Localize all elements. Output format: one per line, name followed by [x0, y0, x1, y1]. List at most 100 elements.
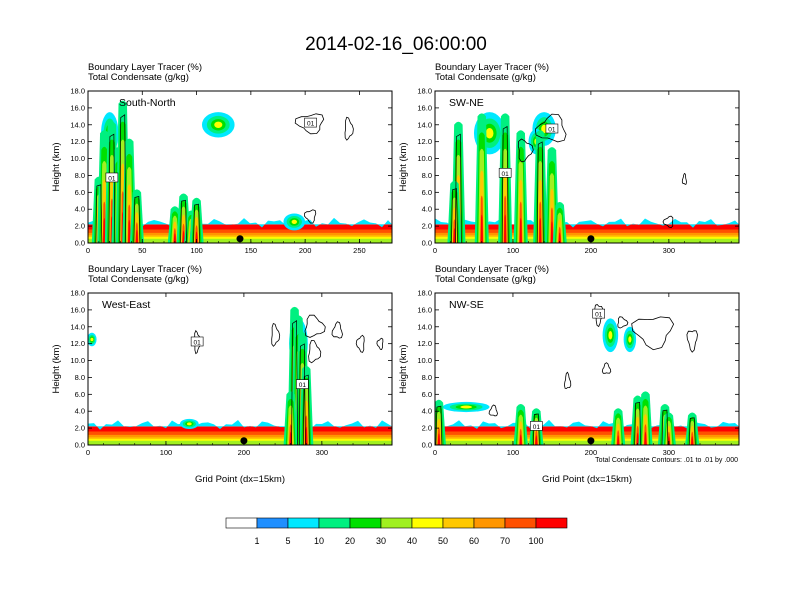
tracer-column	[550, 221, 554, 243]
y-tick-label: 6.0	[75, 188, 85, 197]
condensate-contour	[271, 322, 281, 347]
header-tracer: Boundary Layer Tracer (%)	[435, 62, 549, 73]
y-tick-label: 18.0	[70, 289, 85, 298]
colorbar-swatch	[225, 517, 258, 529]
tracer-column	[636, 432, 639, 445]
y-tick-label: 12.0	[417, 137, 432, 146]
contour-label-box	[530, 421, 543, 431]
tracer-column	[616, 435, 620, 445]
tracer-field: 01 01	[435, 304, 739, 445]
header-condensate: Total Condensate (g/kg)	[435, 274, 536, 285]
y-tick-label: 6.0	[75, 390, 85, 399]
condensate-contour	[536, 141, 544, 243]
y-tick-label: 4.0	[422, 407, 432, 416]
contour-label: 01	[595, 312, 603, 319]
x-tick-label: 100	[507, 246, 520, 255]
y-tick-label: 0.0	[422, 441, 432, 450]
y-axis-label: Height (km)	[398, 142, 409, 191]
condensate-contour	[355, 334, 365, 353]
contour-label: 01	[533, 424, 541, 431]
tracer-column	[519, 434, 522, 445]
condensate-contour	[193, 203, 200, 243]
x-tick-label: 300	[663, 448, 676, 457]
condensate-contour	[455, 133, 462, 243]
y-tick-label: 14.0	[70, 322, 85, 331]
tracer-column	[173, 233, 177, 243]
y-tick-label: 2.0	[422, 424, 432, 433]
boundary-layer-band	[435, 440, 739, 445]
panel-label: West-East	[102, 299, 150, 311]
x-tick-label: 100	[507, 448, 520, 457]
x-axis-label: Grid Point (dx=15km)	[542, 474, 632, 485]
contour-label-box	[304, 117, 317, 128]
panel-label: NW-SE	[449, 299, 484, 311]
contour-label-box	[592, 308, 605, 319]
colorbar-swatch	[411, 517, 444, 529]
y-tick-label: 8.0	[422, 373, 432, 382]
y-axis-label: Height (km)	[51, 344, 62, 393]
y-tick-label: 4.0	[422, 205, 432, 214]
x-tick-label: 200	[585, 448, 598, 457]
contour-label: 01	[194, 339, 202, 346]
tracer-column	[691, 436, 694, 445]
x-tick-label: 200	[585, 246, 598, 255]
tracer-column	[535, 435, 538, 445]
contour-label-box	[190, 336, 204, 347]
colorbar-label: 60	[469, 536, 479, 546]
panel-nw-se: 01010.02.04.06.08.010.012.014.016.018.00…	[398, 264, 740, 485]
contour-label: 01	[548, 127, 556, 134]
header-tracer: Boundary Layer Tracer (%)	[88, 264, 202, 275]
boundary-layer-top	[88, 217, 392, 228]
location-marker	[236, 235, 244, 243]
contour-label: 01	[502, 171, 510, 178]
panel-label: South-North	[119, 97, 176, 109]
condensate-contour	[302, 374, 310, 445]
tracer-blob	[291, 219, 297, 224]
condensate-contour	[517, 138, 534, 163]
plot-frame	[434, 90, 740, 244]
y-tick-label: 16.0	[70, 103, 85, 112]
colorbar-swatch	[287, 517, 320, 529]
y-tick-label: 12.0	[417, 339, 432, 348]
x-tick-label: 0	[433, 448, 437, 457]
condensate-contour	[501, 125, 509, 243]
tracer-column	[503, 214, 507, 243]
header-tracer: Boundary Layer Tracer (%)	[435, 264, 549, 275]
colorbar-swatch	[504, 517, 537, 529]
y-tick-label: 18.0	[417, 289, 432, 298]
condensate-contour	[308, 340, 322, 364]
colorbar-label: 30	[376, 536, 386, 546]
location-marker	[240, 437, 248, 445]
y-tick-label: 0.0	[75, 441, 85, 450]
y-tick-label: 0.0	[422, 239, 432, 248]
condensate-contour	[376, 337, 384, 350]
condensate-contour	[617, 316, 629, 329]
panel-sw-ne: 01 01 0.0 2.0 4.0 6.0 8.0 10.0 12.0 14.0 16.0 18.0 0…	[398, 62, 740, 255]
tracer-blob	[186, 422, 192, 426]
plot-frame	[434, 292, 740, 446]
condensate-contour	[435, 405, 443, 445]
header-condensate: Total Condensate (g/kg)	[88, 274, 189, 285]
condensate-contour	[534, 113, 567, 143]
y-tick-label: 4.0	[75, 205, 85, 214]
y-tick-label: 10.0	[417, 154, 432, 163]
y-tick-label: 2.0	[75, 222, 85, 231]
condensate-contour	[563, 371, 572, 390]
y-tick-label: 18.0	[70, 87, 85, 96]
location-marker	[587, 235, 595, 243]
y-tick-label: 12.0	[70, 137, 85, 146]
panel-west-east: 01010.02.04.06.08.010.012.014.016.018.00…	[51, 264, 393, 485]
x-tick-label: 100	[160, 448, 173, 457]
panel-label: SW-NE	[449, 97, 484, 109]
location-marker	[587, 437, 595, 445]
contour-label-box	[545, 123, 559, 134]
condensate-contour	[688, 417, 696, 445]
x-tick-label: 200	[299, 246, 312, 255]
condensate-contour	[119, 114, 127, 243]
y-tick-label: 14.0	[70, 120, 85, 129]
condensate-contour	[488, 404, 498, 417]
boundary-layer-top	[435, 218, 739, 228]
colorbar-swatch	[535, 517, 568, 529]
tracer-column	[135, 229, 139, 243]
tracer-column	[539, 218, 542, 243]
